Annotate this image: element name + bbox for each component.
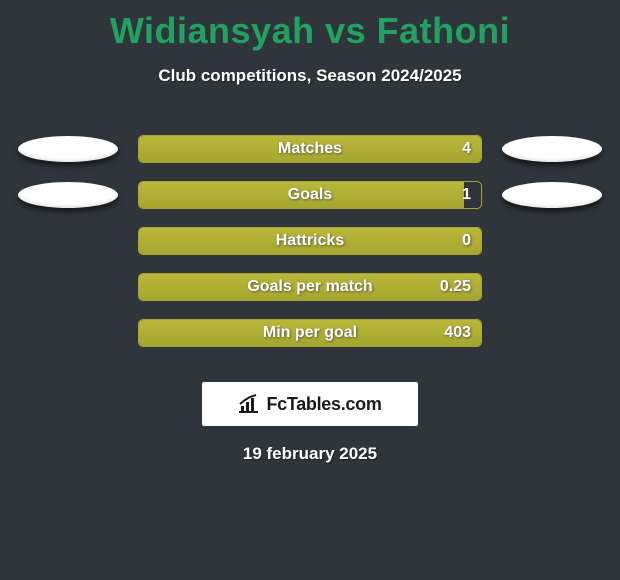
stat-row: Goals per match 0.25 [0, 264, 620, 310]
source-badge-text: FcTables.com [266, 394, 381, 415]
date-text: 19 february 2025 [0, 444, 620, 464]
stat-rows: Matches 4 Goals 1 Hattricks 0 [0, 126, 620, 356]
right-ellipse-slot [482, 182, 612, 208]
left-ellipse-slot [8, 320, 138, 346]
stat-bar: Min per goal 403 [138, 319, 482, 347]
right-ellipse-slot [482, 228, 612, 254]
ellipse-empty [502, 274, 602, 300]
stat-value: 0 [462, 228, 471, 254]
right-ellipse-slot [482, 274, 612, 300]
left-ellipse-slot [8, 228, 138, 254]
left-ellipse-slot [8, 182, 138, 208]
ellipse-empty [502, 320, 602, 346]
ellipse-marker [18, 136, 118, 162]
stat-value: 0.25 [440, 274, 471, 300]
stat-row: Min per goal 403 [0, 310, 620, 356]
page-title: Widiansyah vs Fathoni [0, 0, 620, 52]
stat-label: Hattricks [276, 232, 344, 250]
subtitle: Club competitions, Season 2024/2025 [0, 66, 620, 86]
stat-value: 1 [462, 182, 471, 208]
stat-label: Min per goal [263, 324, 357, 342]
left-ellipse-slot [8, 274, 138, 300]
ellipse-empty [18, 228, 118, 254]
source-badge: FcTables.com [202, 382, 418, 426]
right-ellipse-slot [482, 320, 612, 346]
left-ellipse-slot [8, 136, 138, 162]
stat-row: Goals 1 [0, 172, 620, 218]
stat-bar: Hattricks 0 [138, 227, 482, 255]
ellipse-marker [502, 182, 602, 208]
ellipse-marker [18, 182, 118, 208]
stat-value: 403 [444, 320, 471, 346]
stat-label: Matches [278, 140, 342, 158]
stat-bar: Matches 4 [138, 135, 482, 163]
ellipse-empty [18, 320, 118, 346]
stat-bar: Goals 1 [138, 181, 482, 209]
stat-label: Goals per match [247, 278, 372, 296]
stat-bar: Goals per match 0.25 [138, 273, 482, 301]
ellipse-empty [18, 274, 118, 300]
ellipse-empty [502, 228, 602, 254]
stat-value: 4 [462, 136, 471, 162]
ellipse-marker [502, 136, 602, 162]
chart-icon [238, 394, 260, 414]
stat-row: Hattricks 0 [0, 218, 620, 264]
stat-label: Goals [288, 186, 332, 204]
right-ellipse-slot [482, 136, 612, 162]
stat-row: Matches 4 [0, 126, 620, 172]
